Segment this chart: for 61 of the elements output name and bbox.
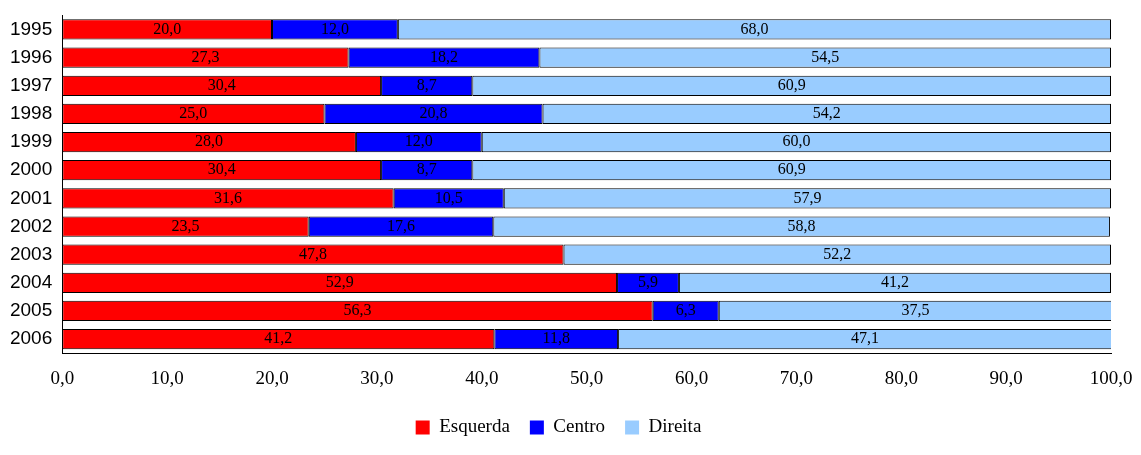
y-tick-label: 1998 — [9, 102, 53, 124]
data-label: 18,2 — [430, 47, 459, 65]
data-label: 47,1 — [851, 329, 880, 347]
x-tick-label: 0,0 — [50, 366, 75, 388]
data-label: 5,9 — [637, 273, 658, 291]
y-tick-label: 1995 — [9, 17, 53, 39]
data-label: 8,7 — [416, 160, 437, 178]
y-tick-label: 2001 — [9, 186, 53, 208]
x-tick-label: 90,0 — [989, 366, 1023, 388]
data-label: 41,2 — [880, 273, 909, 291]
data-label: 27,3 — [191, 47, 220, 65]
data-label: 37,5 — [901, 301, 930, 319]
x-tick-label: 50,0 — [570, 366, 604, 388]
legend-label: Esquerda — [439, 415, 511, 437]
y-tick-label: 2005 — [9, 299, 53, 321]
data-label: 31,6 — [213, 188, 242, 206]
x-tick-label: 30,0 — [360, 366, 394, 388]
y-tick-label: 2006 — [9, 327, 53, 349]
x-tick-label: 10,0 — [150, 366, 184, 388]
data-label: 8,7 — [416, 75, 437, 93]
x-tick-label: 40,0 — [465, 366, 499, 388]
data-label: 54,5 — [811, 47, 840, 65]
x-tick-label: 70,0 — [779, 366, 814, 388]
data-label: 41,2 — [264, 329, 293, 347]
data-label: 12,0 — [320, 19, 349, 37]
data-label: 57,9 — [793, 188, 822, 206]
y-tick-label: 2004 — [9, 271, 53, 293]
data-label: 30,4 — [207, 160, 236, 178]
data-label: 60,9 — [777, 75, 806, 93]
y-tick-label: 2002 — [9, 214, 53, 236]
data-label: 20,0 — [153, 19, 182, 37]
data-label: 20,8 — [419, 104, 448, 122]
data-label: 47,8 — [298, 244, 327, 262]
y-tick-label: 1999 — [9, 130, 53, 152]
data-label: 12,0 — [404, 132, 433, 150]
data-label: 23,5 — [171, 216, 200, 234]
data-label: 28,0 — [195, 132, 224, 150]
data-label: 30,4 — [207, 75, 236, 93]
x-tick-label: 100,0 — [1089, 366, 1133, 388]
y-tick-label: 1997 — [9, 74, 53, 96]
legend-label: Centro — [553, 415, 606, 437]
data-label: 11,8 — [542, 329, 570, 347]
data-label: 60,0 — [782, 132, 811, 150]
legend-label: Direita — [648, 415, 702, 437]
x-tick-label: 80,0 — [884, 366, 918, 388]
data-label: 54,2 — [812, 104, 841, 122]
x-tick-label: 60,0 — [674, 366, 709, 388]
data-label: 68,0 — [740, 19, 769, 37]
x-tick-label: 20,0 — [255, 366, 289, 388]
data-label: 10,5 — [434, 188, 463, 206]
data-label: 56,3 — [343, 301, 372, 319]
data-label: 58,8 — [787, 216, 816, 234]
data-label: 52,2 — [823, 244, 852, 262]
data-label: 52,9 — [325, 273, 354, 291]
data-label: 60,9 — [777, 160, 806, 178]
y-tick-label: 2000 — [9, 158, 53, 180]
data-label: 25,0 — [179, 104, 208, 122]
y-tick-label: 2003 — [9, 242, 53, 264]
y-tick-label: 1996 — [9, 45, 53, 67]
data-label: 6,3 — [675, 301, 696, 319]
data-label: 17,6 — [387, 216, 416, 234]
